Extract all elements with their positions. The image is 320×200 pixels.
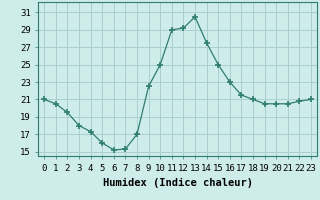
X-axis label: Humidex (Indice chaleur): Humidex (Indice chaleur) <box>103 178 252 188</box>
